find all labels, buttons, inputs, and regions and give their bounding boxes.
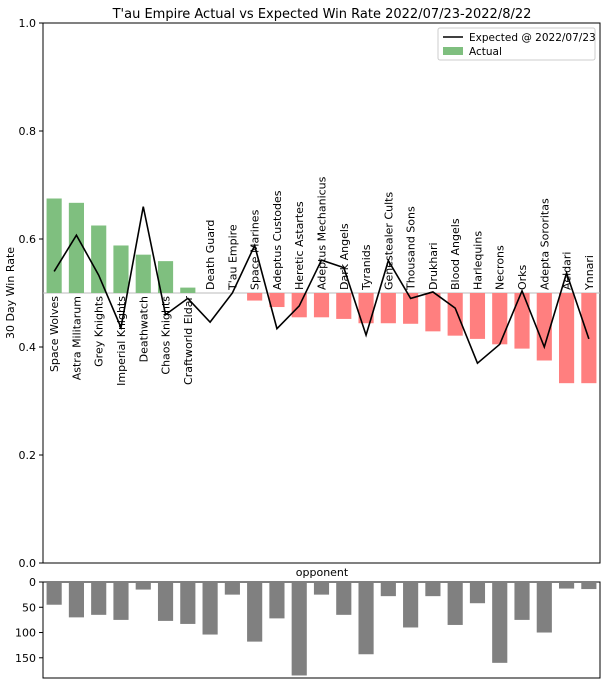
opponent-bar	[113, 582, 129, 620]
category-label: Ynnari	[583, 255, 596, 291]
actual-bar	[91, 225, 107, 293]
y-tick-label: 0.0	[19, 557, 37, 570]
category-label: Adeptus Mechanicus	[316, 176, 329, 290]
actual-bar	[180, 287, 196, 293]
category-label: Death Guard	[204, 220, 217, 290]
actual-bar	[536, 293, 552, 361]
chart-title: T'au Empire Actual vs Expected Win Rate …	[112, 7, 532, 22]
opponent-plot-area: 0 50 100 150	[15, 576, 601, 679]
opponent-bar	[135, 582, 151, 590]
legend-bar-swatch	[443, 47, 463, 55]
expected-line	[53, 206, 590, 365]
actual-bar	[46, 198, 62, 293]
sub-y-tick-label: 50	[22, 601, 36, 614]
opponent-bar	[559, 582, 575, 589]
opponent-bar	[425, 582, 441, 597]
opponent-bar	[469, 582, 486, 604]
category-label: Drukhari	[427, 242, 440, 290]
category-label: Imperial Knights	[115, 296, 128, 386]
category-label: Tyranids	[360, 244, 373, 291]
category-label: Necrons	[494, 245, 507, 290]
actual-bar	[113, 245, 129, 293]
category-label: Chaos Knights	[160, 296, 173, 375]
category-label: Adeptus Custodes	[271, 190, 284, 290]
actual-bar	[157, 261, 174, 293]
main-plot-area: 0.0 0.2 0.4 0.6 0.8 1.0 30 Day Win Rate Space W…	[4, 17, 601, 570]
category-label: Genestealer Cults	[382, 192, 395, 290]
actual-bar	[247, 293, 263, 301]
opponent-bar	[157, 582, 174, 621]
opponent-bar	[358, 582, 374, 655]
actual-bar	[358, 293, 374, 324]
legend-label-actual: Actual	[469, 46, 502, 58]
y-tick-label: 0.6	[19, 233, 37, 246]
y-tick-label: 0.2	[19, 449, 37, 462]
opponent-bar	[269, 582, 285, 619]
actual-bar	[425, 293, 441, 332]
opponent-bar	[91, 582, 107, 615]
actual-bar	[469, 293, 486, 339]
opponent-bar	[536, 582, 552, 633]
category-label: Blood Angels	[449, 218, 462, 290]
category-label: Deathwatch	[137, 296, 150, 362]
actual-bar	[68, 202, 84, 293]
opponent-bar	[380, 582, 396, 597]
subplot-title: opponent	[296, 566, 349, 579]
category-label: Harlequins	[471, 231, 484, 290]
opponent-bar	[313, 582, 330, 595]
opponent-bar	[247, 582, 263, 642]
actual-bar	[313, 293, 330, 318]
actual-bar	[269, 293, 285, 308]
opponent-bar	[514, 582, 530, 620]
category-label: Grey Knights	[93, 296, 106, 367]
actual-bar	[403, 293, 419, 324]
sub-y-tick-label: 150	[15, 652, 36, 665]
category-label: Dark Angels	[338, 223, 351, 290]
y-tick-label: 0.4	[19, 341, 37, 354]
legend-box	[437, 27, 596, 61]
category-label: Heretic Astartes	[293, 201, 306, 290]
actual-bar	[135, 254, 151, 293]
category-label: Space Wolves	[48, 296, 61, 372]
actual-bar	[447, 293, 463, 336]
legend-label-expected: Expected @ 2022/07/23	[469, 32, 596, 44]
y-axis-label: 30 Day Win Rate	[4, 247, 17, 339]
actual-bar	[559, 293, 575, 384]
opponent-bar	[46, 582, 62, 605]
opponent-bar	[224, 582, 240, 595]
actual-bar	[336, 293, 352, 319]
opponent-bar	[180, 582, 196, 624]
opponent-bar	[336, 582, 352, 615]
category-label: Space Marines	[249, 209, 262, 290]
category-label: Adepta Sororitas	[538, 198, 551, 290]
actual-bar	[514, 293, 530, 349]
category-label: T'au Empire	[226, 224, 239, 291]
category-label: Craftworld Eldar	[182, 296, 195, 385]
sub-y-tick-label: 0	[29, 576, 36, 589]
opponent-bar	[581, 582, 597, 590]
opponent-bar	[291, 582, 307, 676]
category-label: Aeldari	[561, 252, 574, 290]
y-tick-label: 1.0	[19, 17, 37, 30]
opponent-bar	[68, 582, 84, 618]
actual-bar	[492, 293, 508, 345]
category-label: Astra Militarum	[70, 296, 83, 380]
actual-bar	[380, 293, 396, 324]
sub-y-tick-label: 100	[15, 627, 36, 640]
category-label: Thousand Sons	[405, 206, 418, 291]
y-tick-label: 0.8	[19, 125, 37, 138]
category-label: Orks	[516, 264, 529, 290]
opponent-bar	[447, 582, 463, 625]
opponent-bar	[202, 582, 218, 635]
opponent-bar	[492, 582, 508, 663]
opponent-bar	[403, 582, 419, 628]
